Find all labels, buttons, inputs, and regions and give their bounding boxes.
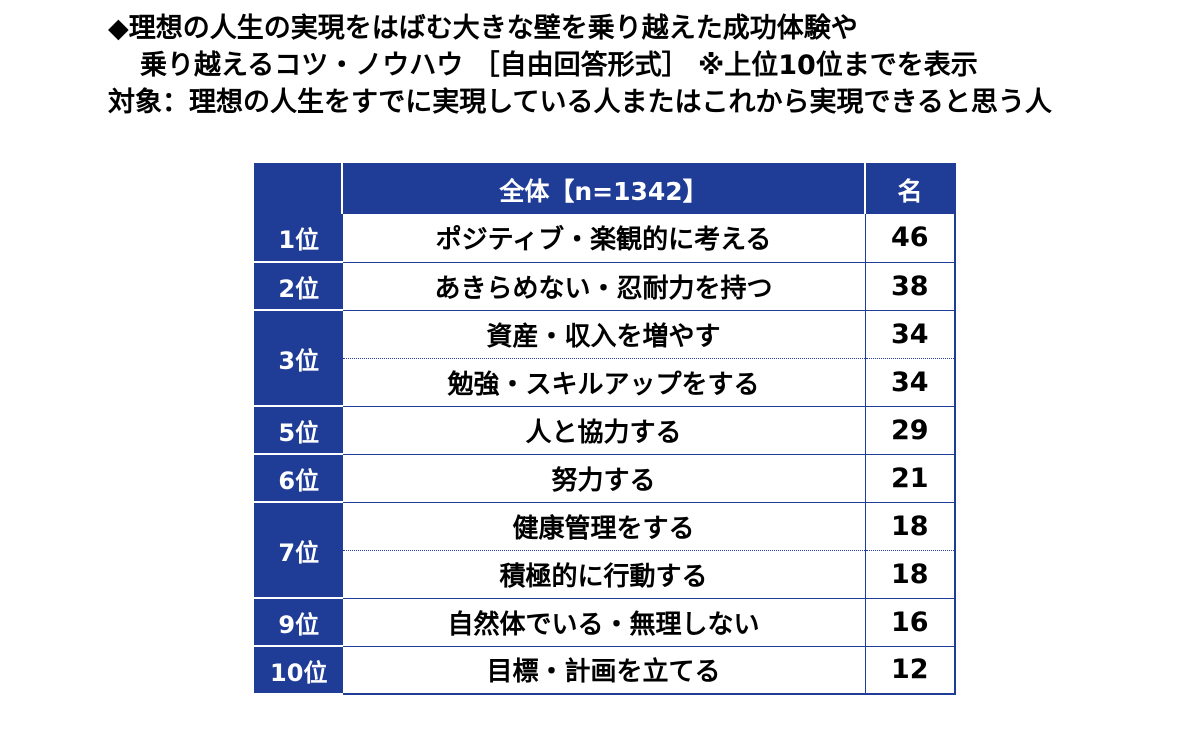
count-value: 34 <box>865 310 955 359</box>
rank-label: 5位 <box>255 406 342 455</box>
answer-text: 勉強・スキルアップをする <box>341 358 866 407</box>
table-row: 2位 あきらめない・忍耐力を持つ 38 <box>255 262 955 311</box>
answer-text: ポジティブ・楽観的に考える <box>341 214 866 263</box>
answer-text: 資産・収入を増やす <box>341 310 866 359</box>
answer-text: 自然体でいる・無理しない <box>341 598 866 647</box>
answer-text: あきらめない・忍耐力を持つ <box>341 262 866 311</box>
rank-label: 2位 <box>255 262 342 311</box>
answer-text: 人と協力する <box>341 406 866 455</box>
answer-text: 積極的に行動する <box>341 550 866 599</box>
table-row: 7位 健康管理をする 18 <box>255 502 955 599</box>
answer-text: 努力する <box>341 454 866 503</box>
header-line-1: ◆理想の人生の実現をはばむ大きな壁を乗り越えた成功体験や <box>108 13 858 44</box>
answer-column-header: 全体【n=1342】 <box>342 164 866 214</box>
rank-column-header <box>255 164 343 214</box>
rank-label: 9位 <box>255 598 342 647</box>
count-value: 21 <box>865 454 955 503</box>
header-line-3: 対象：理想の人生をすでに実現している人またはこれから実現できると思う人 <box>108 87 1052 118</box>
count-value: 12 <box>865 646 955 695</box>
table-row: 1位 ポジティブ・楽観的に考える 46 <box>255 214 955 263</box>
table-header-row: 全体【n=1342】 名 <box>255 164 955 214</box>
table-row: 勉強・スキルアップをする 34 <box>255 358 955 407</box>
answer-text: 目標・計画を立てる <box>341 646 866 695</box>
count-value: 34 <box>865 358 955 407</box>
table-row: 3位 資産・収入を増やす 34 <box>255 310 955 407</box>
count-value: 18 <box>865 550 955 599</box>
count-value: 18 <box>865 502 955 551</box>
answer-text: 健康管理をする <box>341 502 866 551</box>
table-row: 6位 努力する 21 <box>255 454 955 503</box>
rank-label: 7位 <box>255 502 342 599</box>
table-row: 5位 人と協力する 29 <box>255 406 955 455</box>
table-row: 9位 自然体でいる・無理しない 16 <box>255 598 955 647</box>
header-line-2: 乗り越えるコツ・ノウハウ ［自由回答形式］ ※上位10位までを表示 <box>140 50 978 81</box>
rank-label: 3位 <box>255 310 342 407</box>
rank-label: 6位 <box>255 454 342 503</box>
rank-label: 10位 <box>255 646 342 695</box>
table-row: 10位 目標・計画を立てる 12 <box>255 646 955 695</box>
count-value: 38 <box>865 262 955 311</box>
rank-label: 1位 <box>255 214 342 263</box>
table-row: 積極的に行動する 18 <box>255 550 955 599</box>
count-value: 46 <box>865 214 955 263</box>
chart-header: ◆理想の人生の実現をはばむ大きな壁を乗り越えた成功体験や 乗り越えるコツ・ノウハ… <box>108 10 1052 121</box>
count-value: 16 <box>865 598 955 647</box>
count-column-header: 名 <box>865 164 955 214</box>
ranking-table: 全体【n=1342】 名 1位 ポジティブ・楽観的に考える 46 2位 あきらめない・忍… <box>254 163 956 695</box>
count-value: 29 <box>865 406 955 455</box>
